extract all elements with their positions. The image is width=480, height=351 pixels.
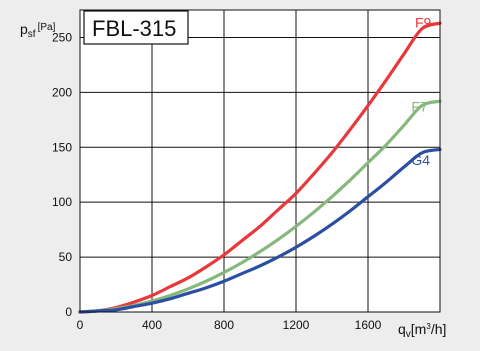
x-tick-label: 800 [214, 318, 234, 332]
y-tick-label: 0 [65, 305, 72, 319]
x-tick-label: 400 [142, 318, 162, 332]
series-line-f9 [78, 21, 442, 314]
series-label-g4: G4 [411, 152, 430, 168]
y-axis-subscript: sf [28, 29, 36, 40]
x-axis-unit-prefix: [m [411, 321, 427, 337]
series-lines [78, 21, 442, 314]
y-axis-unit: [Pa] [38, 22, 56, 33]
chart-title: FBL-315 [92, 16, 176, 41]
y-tick-label: 200 [52, 85, 72, 99]
y-tick-label: 100 [52, 195, 72, 209]
plot-background [80, 10, 440, 312]
chart-title-box: FBL-315 [83, 10, 189, 45]
plot-frame [79, 9, 441, 313]
y-tick-label: 250 [52, 30, 72, 44]
x-tick-label: 1600 [355, 318, 382, 332]
x-axis-unit-sup: 3 [426, 322, 431, 331]
y-tick-labels: 0 50 100 150 200 250 [52, 30, 72, 319]
x-axis-subscript: v [406, 329, 411, 340]
series-label-f7: F7 [411, 98, 428, 114]
y-axis-symbol: p [20, 21, 28, 37]
y-tick-label: 50 [59, 250, 73, 264]
x-tick-labels: 0 400 800 1200 1600 [77, 318, 382, 332]
y-axis-label-text: psf[Pa] [20, 21, 56, 40]
y-axis-label: psf[Pa] [20, 21, 56, 40]
x-tick-label: 1200 [283, 318, 310, 332]
y-tick-label: 150 [52, 140, 72, 154]
x-axis-label: qv[m3/h] [398, 321, 446, 340]
x-axis-symbol: q [398, 321, 406, 337]
x-tick-label: 0 [77, 318, 84, 332]
series-labels: F9 F7 G4 [411, 14, 431, 167]
series-label-f9: F9 [415, 14, 432, 30]
x-axis-unit-suffix: /h] [431, 321, 447, 337]
series-line-g4 [78, 147, 442, 314]
x-axis-label-text: qv[m3/h] [398, 321, 446, 340]
